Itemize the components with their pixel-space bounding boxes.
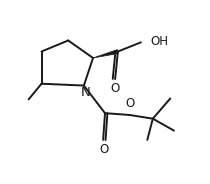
Text: N: N	[81, 86, 91, 100]
Text: O: O	[110, 82, 120, 95]
Text: OH: OH	[150, 35, 168, 48]
Text: O: O	[99, 143, 108, 156]
Text: O: O	[126, 97, 135, 110]
Polygon shape	[93, 49, 118, 58]
